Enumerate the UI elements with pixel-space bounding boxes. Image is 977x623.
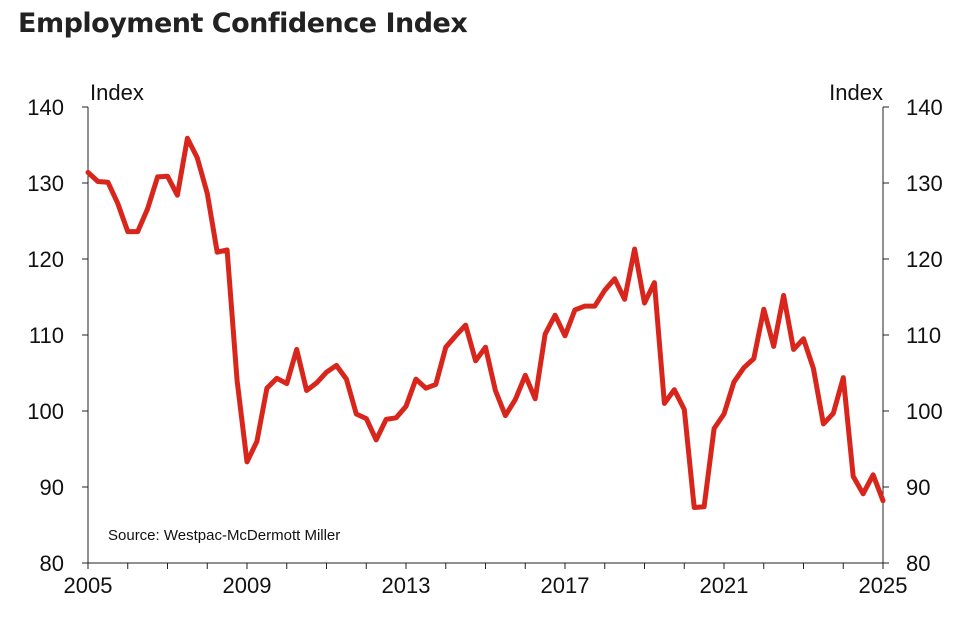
y-tick-label-left: 90 <box>40 475 64 500</box>
y-tick-label-left: 100 <box>27 399 64 424</box>
source-note: Source: Westpac-McDermott Miller <box>108 527 340 544</box>
x-tick-label: 2025 <box>859 573 908 598</box>
y-tick-label-right: 120 <box>906 247 943 272</box>
y-tick-label-left: 110 <box>29 323 64 348</box>
x-tick-label: 2017 <box>541 573 590 598</box>
x-tick-label: 2009 <box>223 573 272 598</box>
y-tick-label-left: 130 <box>27 171 64 196</box>
x-tick-label: 2021 <box>700 573 749 598</box>
y-tick-label-right: 100 <box>906 399 943 424</box>
y-tick-label-right: 130 <box>906 171 943 196</box>
x-tick-label: 2005 <box>64 573 113 598</box>
y-tick-label-right: 140 <box>906 95 943 120</box>
y-tick-label-left: 140 <box>27 95 64 120</box>
right-axis-unit: Index <box>829 80 883 105</box>
chart-title: Employment Confidence Index <box>18 8 468 39</box>
left-axis-unit: Index <box>90 80 144 105</box>
y-tick-label-left: 120 <box>27 247 64 272</box>
y-tick-label-right: 90 <box>906 475 930 500</box>
x-tick-label: 2013 <box>382 573 431 598</box>
y-tick-label-right: 110 <box>906 323 941 348</box>
y-tick-label-right: 80 <box>906 551 930 576</box>
y-tick-label-left: 80 <box>40 551 64 576</box>
series-line <box>85 135 886 510</box>
